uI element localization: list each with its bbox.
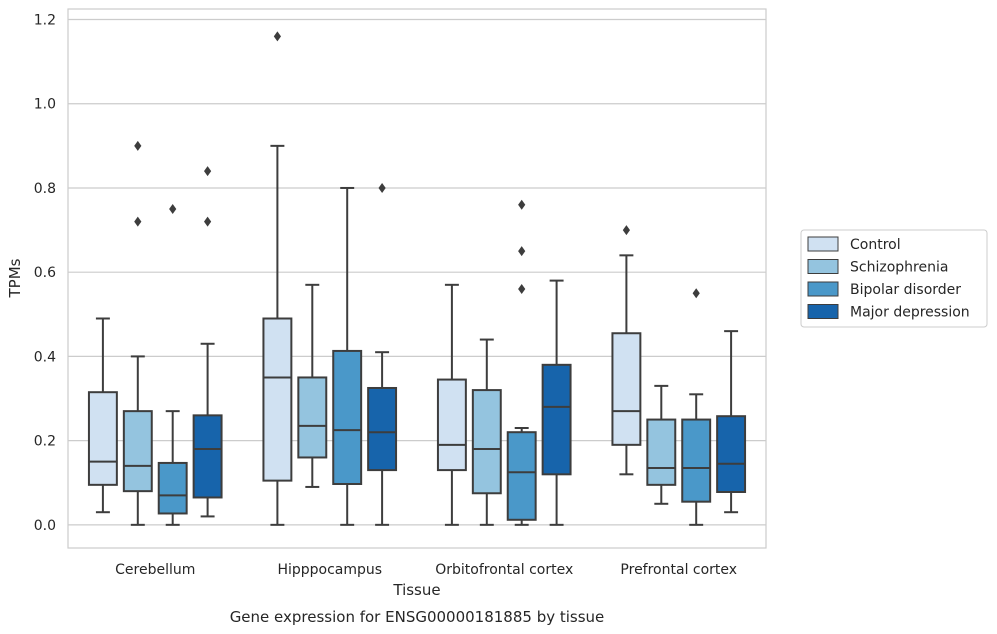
legend-label: Major depression (850, 305, 970, 321)
legend: Control Schizophrenia Bipolar disorder Majo… (800, 229, 988, 328)
box-0-3 (192, 166, 223, 518)
x-tick-label: Cerebellum (115, 562, 195, 578)
box-iqr (297, 376, 328, 459)
box-1-0 (262, 31, 293, 526)
box-iqr (681, 418, 712, 503)
box-iqr (87, 391, 118, 486)
box-iqr (157, 461, 188, 515)
x-tick-label: Orbitofrontal cortex (435, 562, 573, 578)
box-2-0 (436, 283, 467, 526)
outlier-point (692, 288, 700, 299)
y-tick-label: 0.0 (34, 518, 56, 534)
y-tick-labels: 0.0 0.2 0.4 0.6 0.8 1.0 1.2 (34, 13, 56, 534)
legend-label: Control (850, 237, 901, 253)
legend-swatch (807, 281, 839, 297)
box-iqr (262, 317, 293, 482)
box-3-0 (611, 225, 642, 476)
box-iqr (192, 414, 223, 499)
legend-frame (800, 229, 988, 328)
y-tick-label: 0.2 (34, 434, 56, 450)
box-0-0 (87, 317, 118, 514)
box-0-2 (157, 204, 188, 526)
box-iqr (367, 386, 398, 472)
box-2-3 (541, 279, 572, 526)
outlier-point (622, 225, 630, 236)
legend-swatch (807, 304, 839, 319)
box-iqr (646, 418, 677, 486)
outlier-point (518, 246, 526, 257)
y-tick-label: 0.6 (34, 265, 56, 281)
box-1-1 (297, 283, 328, 488)
box-2-2 (506, 199, 537, 526)
legend-swatch (807, 236, 839, 252)
box-1-3 (367, 182, 398, 526)
box-iqr (436, 378, 467, 472)
y-axis-label: TPMs (6, 258, 24, 298)
grid-lines (68, 18, 766, 526)
outlier-point (169, 204, 177, 215)
outlier-point (204, 216, 212, 227)
outlier-point (134, 216, 142, 227)
box-iqr (471, 389, 502, 495)
legend-swatch (807, 259, 839, 274)
box-1-2 (332, 186, 363, 526)
outlier-point (134, 140, 142, 151)
box-3-2 (681, 288, 712, 526)
box-3-3 (716, 330, 747, 514)
legend-label: Schizophrenia (850, 260, 948, 276)
box-iqr (332, 349, 363, 485)
outlier-point (378, 182, 386, 193)
box-2-1 (471, 338, 502, 526)
box-groups (87, 31, 747, 526)
outlier-point (273, 31, 281, 42)
outlier-point (204, 166, 212, 177)
box-3-1 (646, 384, 677, 505)
y-tick-label: 0.4 (34, 349, 56, 365)
legend-label: Bipolar disorder (850, 282, 961, 298)
outlier-point (518, 284, 526, 295)
box-0-1 (122, 140, 153, 526)
y-tick-label: 1.2 (34, 13, 56, 29)
box-iqr (611, 332, 642, 446)
y-tick-label: 1.0 (34, 97, 56, 113)
chart-caption: Gene expression for ENSG00000181885 by t… (230, 608, 605, 626)
box-iqr (716, 415, 747, 493)
box-iqr (541, 363, 572, 476)
plot-frame (67, 8, 767, 549)
y-tick-label: 0.8 (34, 181, 56, 197)
x-axis-label: Tissue (392, 581, 440, 599)
x-tick-labels: Cerebellum Hipppocampus Orbitofrontal cort… (115, 562, 737, 578)
x-tick-label: Hipppocampus (277, 562, 382, 578)
box-iqr (506, 431, 537, 521)
x-tick-label: Prefrontal cortex (620, 562, 737, 578)
box-iqr (122, 410, 153, 493)
outlier-point (518, 199, 526, 210)
